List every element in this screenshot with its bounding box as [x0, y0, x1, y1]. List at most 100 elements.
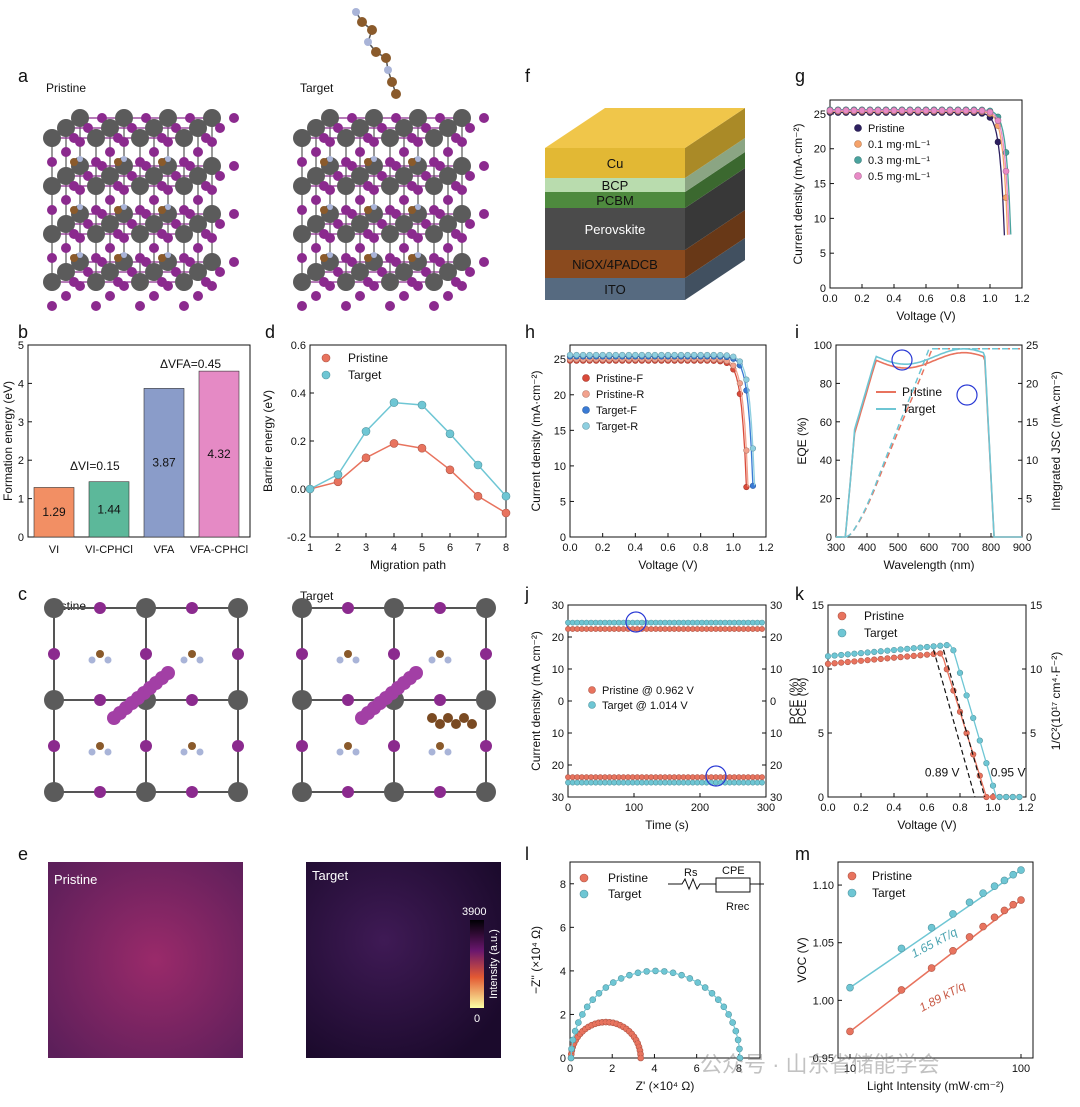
jv-point [994, 117, 1002, 124]
y-tick-label: 10 [552, 728, 564, 740]
barrier-point [417, 400, 427, 410]
lead-atom [293, 177, 311, 195]
y2-tick-label: 10 [1026, 455, 1038, 467]
lead-atom [43, 129, 61, 147]
x-tick-label: 0.8 [693, 542, 708, 554]
iodide-atom [355, 195, 365, 205]
lead-atom [189, 167, 207, 185]
nyquist-fit [570, 1021, 642, 1059]
organic-cation [371, 204, 377, 210]
x-tick-label: 10 [844, 1063, 856, 1075]
y-tick-label: 10 [552, 664, 564, 676]
voc-point [965, 898, 974, 907]
iodide-atom [434, 602, 446, 614]
iodide-atom [185, 113, 195, 123]
voc-point [846, 983, 854, 992]
barrier-point [361, 453, 371, 463]
iodide-atom [69, 229, 79, 239]
organic-cation [371, 156, 377, 162]
y2-tick-label: 15 [1026, 417, 1038, 429]
iodide-atom [443, 291, 453, 301]
iodide-atom [47, 253, 57, 263]
x-axis-label: Voltage (V) [638, 558, 697, 572]
plot-frame [309, 344, 507, 538]
barrier-point [305, 484, 315, 494]
lead-atom [57, 167, 75, 185]
jv-point [704, 351, 711, 359]
layer-side [685, 168, 745, 250]
iodide-atom [94, 602, 106, 614]
x-tick-label: 1.2 [1014, 293, 1029, 305]
x-tick-label: 0 [565, 802, 571, 814]
y-tick-label: 4 [18, 378, 24, 390]
iodide-atom [297, 157, 307, 167]
lead-atom [395, 263, 413, 281]
y-tick-label: 60 [820, 417, 832, 429]
lead-atom [293, 273, 311, 291]
barrier-point [333, 470, 343, 479]
legend-label: Target [348, 368, 382, 382]
cation-atom [188, 650, 196, 658]
iodide-atom [171, 123, 181, 133]
iodide-atom [479, 113, 489, 123]
legend-marker [321, 353, 331, 363]
barrier-point [417, 443, 427, 453]
organic-cation [77, 204, 83, 210]
y-tick-label: -0.2 [287, 532, 306, 544]
cation-atom [336, 748, 344, 756]
y-axis-label: PCE (%) [795, 678, 809, 725]
iodide-atom [465, 219, 475, 229]
lead-atom [409, 109, 427, 127]
iodide-atom [105, 195, 115, 205]
y2-tick-label: 10 [770, 728, 782, 740]
layer-label: NiOX/4PADCB [572, 257, 658, 272]
iodide-atom [113, 229, 123, 239]
ms-curve [827, 652, 1023, 798]
x-tick-label: 300 [757, 802, 775, 814]
iodide-atom [113, 181, 123, 191]
x-tick-label: 0.0 [820, 802, 835, 814]
organic-cation [320, 206, 328, 214]
y-tick-label: 0 [18, 532, 24, 544]
jv-point [954, 107, 962, 114]
y-tick-label: 25 [554, 354, 566, 366]
cation-atom [344, 742, 352, 750]
cation-atom [96, 650, 104, 658]
lead-atom [101, 215, 119, 233]
organic-cation [70, 254, 78, 262]
x-tick-label: 6 [694, 1063, 700, 1075]
iodide-atom [385, 205, 395, 215]
y-tick-label: 0 [560, 1053, 566, 1065]
legend-label: Pristine [608, 871, 648, 885]
iodide-atom [311, 195, 321, 205]
lead-atom [453, 109, 471, 127]
voc-point [1009, 870, 1017, 879]
iodide-atom [319, 181, 329, 191]
lead-atom [228, 782, 248, 802]
iodide-atom [97, 113, 107, 123]
jv-point [645, 351, 652, 359]
voc-point [1017, 896, 1025, 904]
organic-cation [364, 158, 372, 166]
lead-atom [351, 119, 369, 137]
panel-letter: h [525, 322, 535, 342]
organic-cation [121, 156, 127, 162]
panel-letter: e [18, 844, 28, 864]
lead-atom [384, 782, 404, 802]
panel-c-right-label: Target [300, 589, 334, 603]
y-tick-label: 0 [558, 696, 564, 708]
lead-atom [476, 782, 496, 802]
cation-atom [88, 656, 96, 664]
lead-atom [381, 225, 399, 243]
y-axis-label: Current density (mA·cm⁻²) [529, 370, 543, 511]
jv-point [922, 107, 930, 114]
y2-tick-label: 0 [1030, 792, 1036, 804]
cation-atom [180, 656, 188, 664]
legend-label: Pristine [872, 869, 912, 883]
y-axis-label: VOC (V) [795, 937, 809, 982]
voc-point [846, 1027, 854, 1036]
y-tick-label: 15 [812, 600, 824, 612]
jv-point [850, 107, 858, 114]
legend-label: Target [864, 626, 898, 640]
iodide-atom [479, 161, 489, 171]
